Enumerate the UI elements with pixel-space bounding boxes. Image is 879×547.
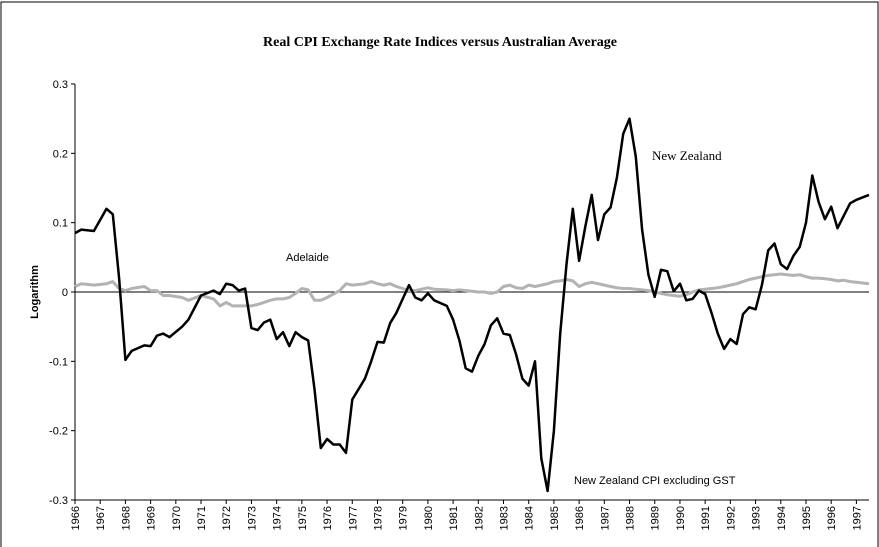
series-label: Adelaide: [286, 252, 329, 264]
x-tick-label: 1968: [120, 506, 132, 530]
x-tick-label: 1981: [448, 506, 460, 530]
x-tick-label: 1987: [599, 506, 611, 530]
x-tick-label: 1969: [146, 506, 158, 530]
y-tick-label: -0.2: [49, 426, 68, 438]
series-label: New Zealand: [652, 148, 722, 163]
x-tick-label: 1976: [322, 506, 334, 530]
x-tick-label: 1985: [549, 506, 561, 530]
x-tick-label: 1984: [524, 506, 536, 530]
x-tick-label: 1967: [95, 506, 107, 530]
x-tick-label: 1989: [650, 506, 662, 530]
y-tick-label: 0: [62, 287, 68, 299]
y-tick-label: -0.3: [49, 495, 68, 507]
x-tick-label: 1983: [499, 506, 511, 530]
x-tick-label: 1991: [700, 506, 712, 530]
x-tick-label: 1988: [625, 506, 637, 530]
series-line: [74, 117, 870, 493]
x-tick-label: 1992: [725, 506, 737, 530]
x-tick-label: 1993: [751, 506, 763, 530]
y-tick-label: 0.1: [53, 218, 68, 230]
y-tick-label: -0.1: [49, 356, 68, 368]
x-tick-label: 1990: [675, 506, 687, 530]
x-tick-label: 1995: [801, 506, 813, 530]
y-axis-label: Logarithm: [29, 265, 41, 319]
x-tick-label: 1978: [372, 506, 384, 530]
x-tick-label: 1977: [347, 506, 359, 530]
x-tick-label: 1980: [423, 506, 435, 530]
x-tick-label: 1971: [196, 506, 208, 530]
x-tick-label: 1972: [221, 506, 233, 530]
annotation: New Zealand CPI excluding GST: [574, 475, 736, 487]
x-tick-label: 1973: [246, 506, 258, 530]
x-tick-label: 1974: [272, 506, 284, 530]
x-tick-label: 1975: [297, 506, 309, 530]
x-tick-label: 1996: [826, 506, 838, 530]
x-tick-label: 1986: [574, 506, 586, 530]
y-tick-label: 0.2: [53, 148, 68, 160]
chart-title: Real CPI Exchange Rate Indices versus Au…: [263, 35, 617, 50]
x-tick-label: 1966: [70, 506, 82, 530]
x-tick-label: 1970: [171, 506, 183, 530]
x-tick-label: 1979: [398, 506, 410, 530]
x-tick-label: 1997: [851, 506, 863, 530]
x-tick-label: 1994: [776, 506, 788, 530]
y-tick-label: 0.3: [53, 79, 68, 91]
x-tick-label: 1982: [473, 506, 485, 530]
series-line: [74, 272, 870, 308]
